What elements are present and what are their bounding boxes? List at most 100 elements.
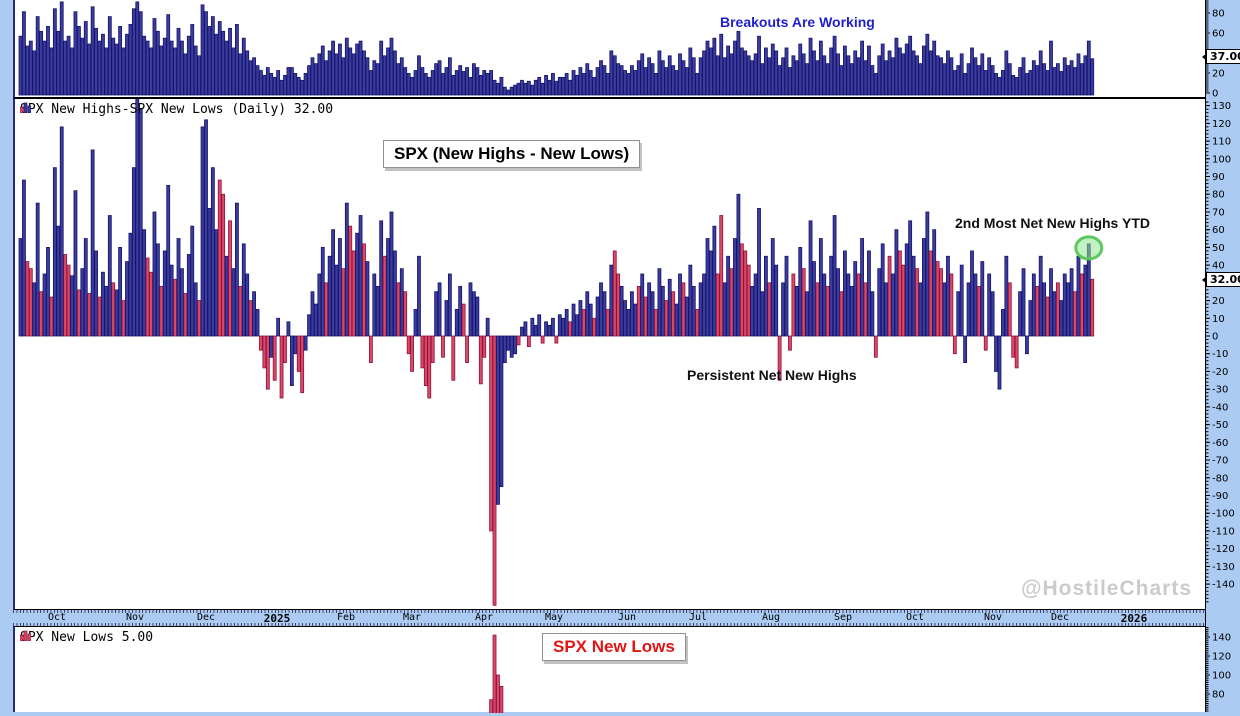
- bar: [987, 273, 992, 337]
- bar: [138, 108, 143, 337]
- bar: [386, 47, 390, 96]
- bar: [382, 55, 387, 96]
- bar: [509, 86, 514, 96]
- bar: [551, 317, 555, 337]
- bar: [911, 255, 916, 337]
- bar: [1069, 268, 1074, 337]
- bar: [145, 257, 150, 337]
- bar: [922, 238, 926, 337]
- bar: [1049, 268, 1053, 337]
- bar: [561, 317, 566, 337]
- bar: [303, 335, 308, 351]
- bar: [423, 335, 428, 387]
- bar: [818, 238, 823, 337]
- bar: [894, 37, 899, 96]
- bar: [1021, 57, 1026, 96]
- bar: [647, 57, 652, 96]
- bar: [1052, 291, 1057, 337]
- bar: [660, 60, 665, 96]
- bar: [887, 255, 892, 337]
- bar: [235, 24, 239, 96]
- bar: [478, 75, 483, 96]
- bar: [554, 335, 559, 344]
- bar: [667, 55, 672, 96]
- bar: [794, 60, 799, 96]
- bar: [626, 309, 631, 337]
- bar: [698, 57, 703, 96]
- y-axis-label: 40: [1212, 261, 1225, 272]
- bar: [423, 73, 428, 96]
- bar: [739, 47, 744, 96]
- bar: [272, 76, 277, 96]
- bar: [592, 76, 597, 96]
- bar: [252, 57, 256, 96]
- bar: [1007, 63, 1012, 96]
- bar: [458, 285, 463, 337]
- bar: [235, 202, 239, 337]
- bar: [884, 60, 889, 96]
- bar: [770, 238, 775, 337]
- bar: [853, 261, 858, 337]
- bar: [808, 37, 813, 96]
- bar: [650, 291, 655, 337]
- bar: [118, 246, 123, 337]
- bar: [551, 73, 555, 96]
- bar: [427, 335, 432, 399]
- bar: [674, 70, 679, 96]
- bar: [228, 27, 232, 96]
- lows-panel-legend-text: SPX New Lows 5.00: [20, 630, 154, 645]
- bar: [987, 57, 992, 96]
- bar: [489, 699, 494, 713]
- bar: [365, 261, 370, 337]
- bar: [18, 238, 23, 337]
- bar: [1076, 255, 1081, 337]
- bar: [193, 282, 198, 337]
- bar: [334, 53, 339, 96]
- bar: [162, 250, 167, 337]
- bar: [224, 40, 229, 96]
- bar: [966, 282, 971, 337]
- bar: [922, 45, 926, 96]
- bar: [564, 309, 569, 337]
- x-axis-month-label: Dec: [1050, 612, 1070, 623]
- bar: [976, 285, 981, 337]
- bar: [1018, 67, 1022, 96]
- bar: [49, 47, 54, 96]
- bar: [410, 76, 414, 96]
- bar: [183, 293, 188, 337]
- bar: [829, 47, 834, 96]
- bar: [818, 40, 823, 96]
- bar: [42, 40, 47, 96]
- lows-panel-bars: [489, 634, 504, 713]
- bar: [186, 35, 191, 96]
- bar: [118, 25, 123, 96]
- bar: [853, 50, 858, 96]
- bar: [272, 335, 277, 381]
- bar: [101, 271, 105, 337]
- bar: [935, 55, 940, 96]
- bar: [643, 67, 648, 96]
- bar: [746, 55, 751, 96]
- bar: [1025, 73, 1029, 96]
- bar: [722, 57, 727, 96]
- bar: [59, 126, 64, 337]
- bar: [873, 73, 878, 96]
- bar: [1069, 60, 1074, 96]
- bar: [1086, 40, 1091, 96]
- bar: [602, 291, 607, 337]
- bar: [461, 303, 466, 337]
- x-axis-month-label: 2025: [263, 612, 291, 625]
- bar: [1055, 63, 1060, 96]
- bar: [180, 268, 184, 337]
- bar: [269, 73, 274, 96]
- bar: [832, 215, 837, 337]
- bar: [592, 317, 597, 337]
- bar: [276, 70, 281, 96]
- bar: [513, 335, 518, 355]
- bar: [101, 33, 105, 96]
- bar: [781, 282, 785, 337]
- bar: [56, 30, 61, 96]
- x-axis-month-label: Oct: [905, 612, 925, 623]
- bar: [420, 335, 425, 369]
- x-axis-month-label: Jun: [617, 612, 637, 623]
